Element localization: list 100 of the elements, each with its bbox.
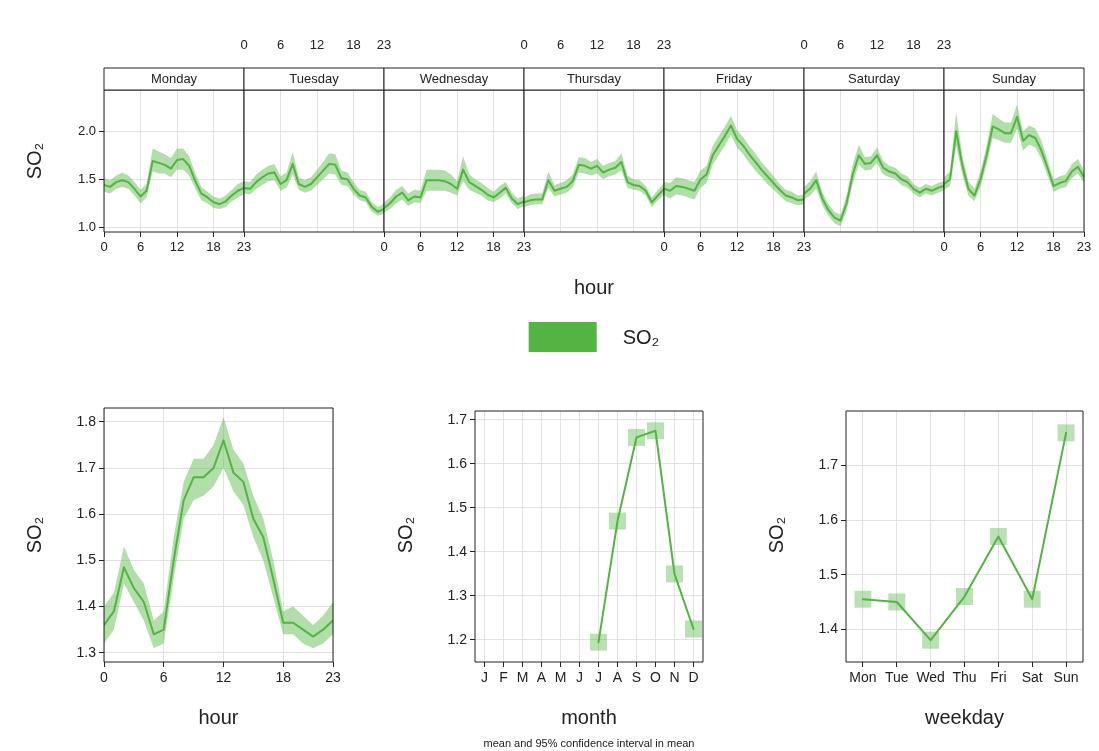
y-tick-label: 1.7 [818,456,839,473]
x-tick-label: J [481,669,488,686]
point [685,620,702,638]
x-tick-label: 0 [660,239,668,255]
x-tick-label: 18 [766,239,781,255]
chart-title: Thursday [566,70,622,86]
y-axis-title: SO₂ [22,516,46,554]
x-tick-label: M [516,669,529,686]
y-tick-label: 1.3 [447,586,468,603]
x-tick-label: A [612,669,623,686]
x-tick-label: M [554,669,567,686]
x-tick-label: 12 [215,669,232,686]
chart-title: Friday [715,70,753,86]
x-tick-label: 23 [236,239,252,255]
point [628,428,645,446]
chart-title: Tuesday [289,70,340,86]
x-tick-label: 23 [936,36,952,52]
x-tick-label: 23 [325,669,341,686]
x-tick-label: 23 [376,36,392,52]
x-tick-label: 18 [906,36,921,52]
y-tick-label: 1.4 [818,620,839,637]
chart-title: Monday [150,70,198,86]
y-tick-label: 1.6 [447,454,468,471]
x-tick-label: 6 [556,36,565,52]
y-tick-label: 1.5 [818,565,839,582]
y-tick-label: 1.7 [447,410,468,427]
x-tick-label: 18 [346,36,361,52]
x-tick-label: Sat [1021,669,1043,686]
point [666,565,683,583]
x-tick-label: Fri [990,669,1007,686]
x-tick-label: 6 [159,669,168,686]
x-tick-label: 6 [276,36,285,52]
x-tick-label: F [499,669,508,686]
x-tick-label: 0 [520,36,528,52]
x-tick-label: A [536,669,547,686]
text: mean and 95% confidence interval in mean [483,737,695,749]
y-axis-title: SO₂ [393,516,417,553]
x-tick-label: 18 [206,239,221,255]
y-tick-label: 1.7 [76,458,97,475]
point [609,512,626,530]
x-tick-label: 12 [729,239,745,255]
point [922,631,940,649]
x-tick-label: 6 [836,36,845,52]
x-tick-label: 12 [1009,239,1025,255]
x-tick-label: Tue [884,669,909,686]
x-tick-label: 23 [656,36,672,52]
x-tick-label: 6 [696,239,705,255]
x-tick-label: 18 [1046,239,1061,255]
x-tick-label: Wed [916,669,945,686]
x-tick-label: 0 [940,239,948,255]
y-tick-label: 1.0 [77,218,96,234]
x-tick-label: 23 [516,239,532,255]
point [888,593,906,611]
x-axis-title: month [561,705,617,729]
x-tick-label: Sun [1053,669,1079,686]
y-tick-label: 1.5 [77,170,96,186]
y-axis-title: SO₂ [764,516,788,553]
x-tick-label: O [650,669,662,686]
chart-title: Wednesday [419,70,489,86]
y-tick-label: 1.4 [447,542,468,559]
x-tick-label: 18 [275,669,292,686]
x-tick-label: 12 [589,36,605,52]
x-tick-label: 6 [136,239,145,255]
x-tick-label: 6 [416,239,425,255]
x-tick-label: Mon [849,669,877,686]
y-tick-label: 1.4 [76,597,97,614]
x-tick-label: 6 [976,239,985,255]
point [1023,590,1041,608]
y-tick-label: 1.6 [76,505,97,522]
x-tick-label: 0 [240,36,248,52]
x-tick-label: J [576,669,583,686]
y-axis-title: SO₂ [22,142,46,180]
x-tick-label: 0 [100,669,109,686]
chart-title: Sunday [991,70,1037,86]
x-tick-label: S [631,669,642,686]
y-tick-label: 1.2 [447,630,468,647]
legend-label: SO₂ [622,325,660,349]
chart-title: Saturday [847,70,901,86]
y-tick-label: 1.3 [76,643,97,660]
y-tick-label: 1.5 [447,498,468,515]
x-tick-label: 0 [380,239,388,255]
x-tick-label: 12 [869,36,885,52]
point [1057,424,1075,442]
x-tick-label: 18 [626,36,641,52]
x-tick-label: 23 [796,239,812,255]
point [590,633,607,651]
x-tick-label: Thu [952,669,977,686]
x-axis-title: hour [198,705,239,729]
point [854,590,872,608]
y-tick-label: 2.0 [77,122,96,138]
x-tick-label: 12 [449,239,465,255]
x-tick-label: D [688,669,699,686]
x-axis-title: weekday [925,705,1004,729]
x-tick-label: 12 [169,239,185,255]
y-tick-label: 1.6 [818,510,839,527]
x-tick-label: 23 [1076,239,1092,255]
x-tick-label: 0 [800,36,808,52]
x-axis-title: hour [573,275,615,299]
point [956,588,973,606]
x-tick-label: 12 [309,36,325,52]
